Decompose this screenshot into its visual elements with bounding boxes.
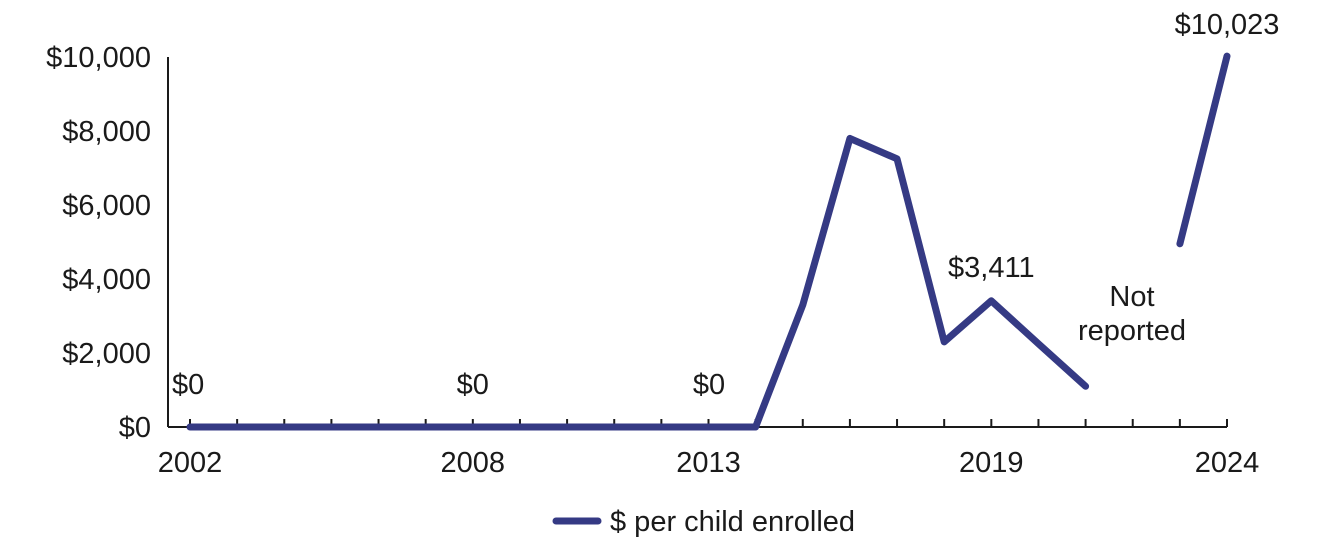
y-tick-label: $10,000 (46, 42, 151, 74)
y-tick-label: $8,000 (62, 116, 151, 148)
data-labels: $0 $0 $0 $3,411 $10,023 (172, 9, 1279, 401)
annotations: Not reported (1078, 281, 1186, 347)
data-label: $0 (172, 369, 204, 401)
y-tick-label: $4,000 (62, 264, 151, 296)
data-label: $0 (457, 369, 489, 401)
x-tick-label: 2008 (441, 447, 506, 479)
series-line-segment-2 (1176, 52, 1231, 248)
y-tick-label: $2,000 (62, 338, 151, 370)
series-line-segment-1 (186, 134, 1090, 431)
x-tick-label: 2013 (676, 447, 741, 479)
legend-label: $ per child enrolled (610, 506, 855, 538)
data-label: $10,023 (1175, 9, 1280, 41)
data-label: $0 (693, 369, 725, 401)
x-tick-label: 2002 (158, 447, 223, 479)
x-tick-label: 2019 (959, 447, 1024, 479)
y-axis: $0 $2,000 $4,000 $6,000 $8,000 $10,000 (46, 42, 169, 444)
y-tick-label: $6,000 (62, 190, 151, 222)
series-lines (186, 52, 1231, 431)
y-tick-label: $0 (119, 412, 151, 444)
not-reported-annotation: Not reported (1078, 281, 1186, 347)
x-tick-label: 2024 (1195, 447, 1260, 479)
data-label: $3,411 (948, 252, 1035, 284)
legend: $ per child enrolled (552, 506, 855, 538)
